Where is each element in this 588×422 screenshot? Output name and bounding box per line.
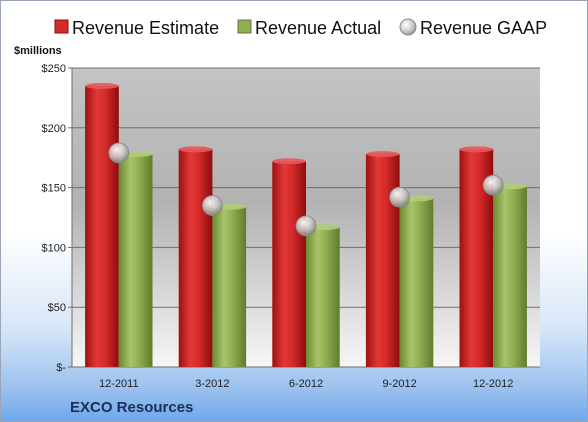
legend-label-revenue-gaap: Revenue GAAP [420,18,547,38]
estimate-bar [272,161,306,367]
y-tick-label: $150 [42,183,66,195]
actual-bar [399,198,434,367]
x-tick-label: 9-2012 [382,378,416,390]
y-tick-label: $250 [42,63,66,75]
y-tick-label: $100 [42,242,66,254]
actual-bar [493,186,527,367]
y-tick-label: $- [56,362,66,374]
estimate-bar-cap [85,82,119,89]
gaap-marker [201,195,223,216]
legend: Revenue Estimate Revenue Actual Revenue … [54,18,547,38]
x-tick-label: 12-2012 [473,378,513,390]
y-tick-label: $50 [48,302,66,314]
estimate-bar-cap [459,146,494,153]
company-name: EXCO Resources [70,399,193,416]
gaap-marker [108,142,130,164]
gaap-marker [295,215,317,237]
legend-label-revenue-estimate: Revenue Estimate [72,18,219,38]
estimate-bar-cap [272,158,306,165]
estimate-bar-cap [178,146,213,153]
estimate-bar-cap [365,151,400,158]
actual-bar [212,206,247,367]
actual-bar [306,227,340,367]
estimate-bar [178,149,213,367]
y-axis-unit-label: $millions [14,45,62,57]
gaap-marker [389,186,411,208]
x-tick-label: 12-2011 [99,378,139,390]
estimate-bar [365,154,400,367]
gaap-marker [482,174,504,196]
legend-swatch-revenue-actual [237,19,252,34]
y-tick-label: $200 [42,123,66,135]
gaap-markers [108,142,504,237]
x-tick-label: 6-2012 [289,378,323,390]
estimate-bar [85,85,119,367]
legend-label-revenue-actual: Revenue Actual [255,18,381,38]
actual-bar [118,154,153,367]
legend-swatch-revenue-estimate [54,19,69,34]
legend-marker-revenue-gaap [399,18,417,36]
x-axis-ticks: 12-2011 3-2012 6-2012 9-2012 12-2012 [99,378,513,390]
x-tick-label: 3-2012 [195,378,229,390]
